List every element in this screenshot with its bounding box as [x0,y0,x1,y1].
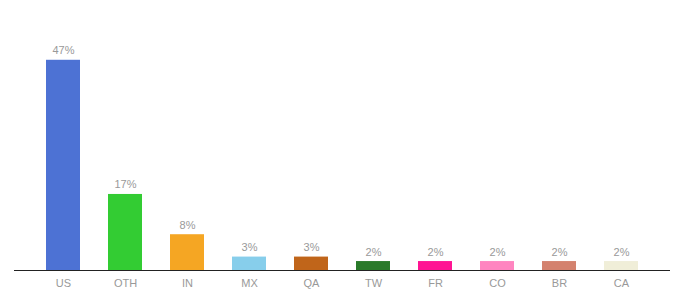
svg-text:47%: 47% [52,44,74,56]
svg-text:3%: 3% [242,241,258,253]
svg-text:8%: 8% [180,219,196,231]
svg-text:2%: 2% [552,246,568,258]
svg-text:2%: 2% [490,246,506,258]
svg-text:CA: CA [614,277,630,289]
svg-text:US: US [56,277,71,289]
svg-text:FR: FR [428,277,443,289]
svg-text:OTH: OTH [114,277,137,289]
svg-text:2%: 2% [428,246,444,258]
svg-text:IN: IN [182,277,193,289]
svg-text:BR: BR [552,277,567,289]
svg-text:CO: CO [489,277,506,289]
svg-text:2%: 2% [614,246,630,258]
svg-text:TW: TW [365,277,383,289]
svg-text:2%: 2% [366,246,382,258]
svg-text:17%: 17% [114,178,136,190]
svg-text:MX: MX [241,277,258,289]
svg-text:QA: QA [304,277,321,289]
svg-text:3%: 3% [304,241,320,253]
